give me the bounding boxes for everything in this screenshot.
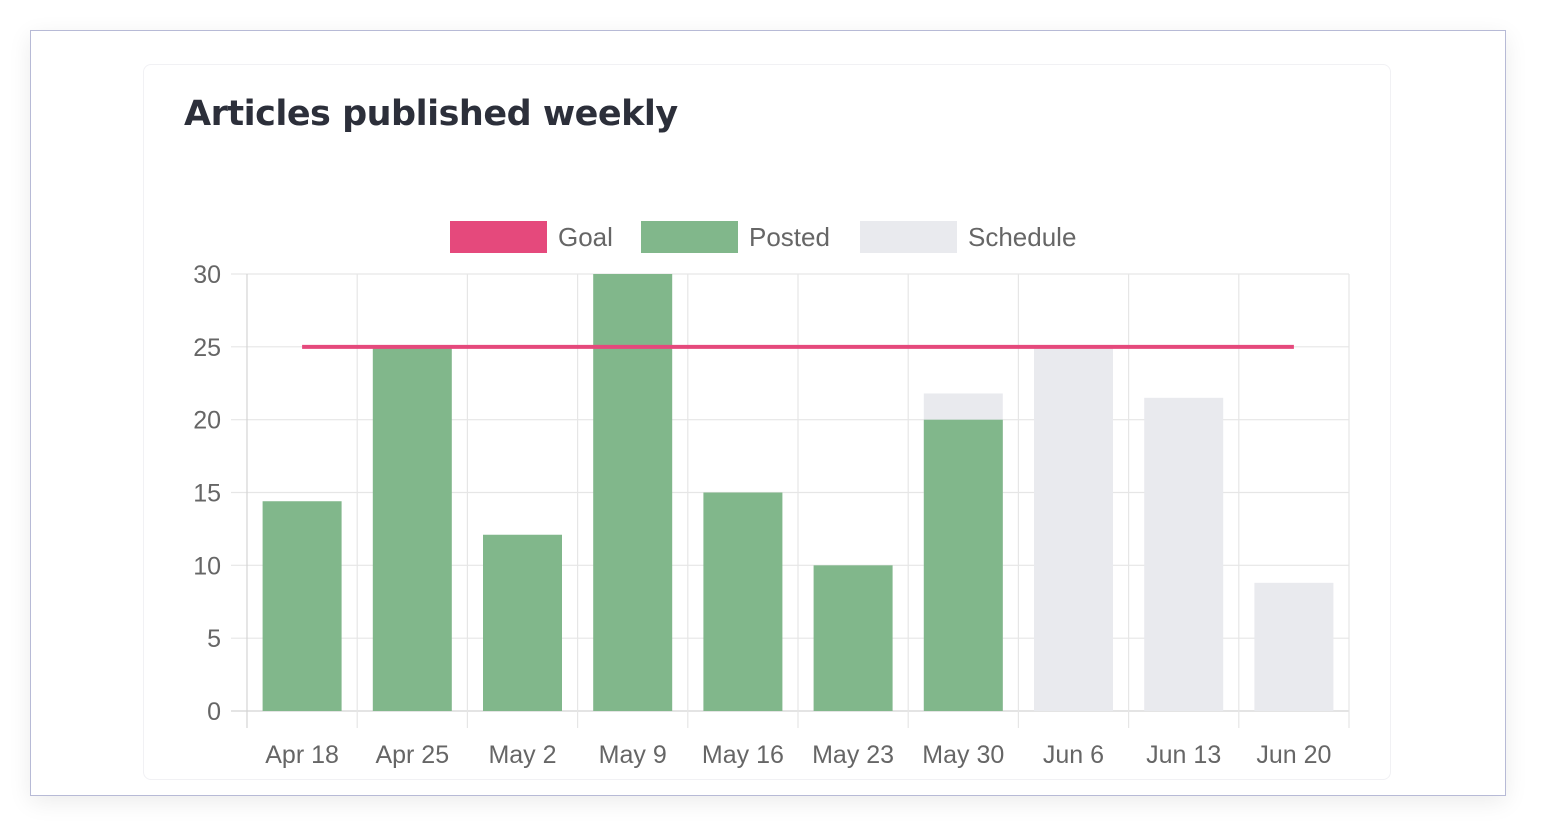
legend-goal[interactable]: Goal	[450, 221, 613, 253]
axis-layer: 0 5 10 15 20 25 30 Apr 18 Apr 25 May 2 May 9 May 16…	[193, 261, 1331, 769]
x-tick-label: May 30	[922, 741, 1004, 769]
y-tick-label: 25	[193, 334, 221, 362]
posted-bar	[593, 274, 673, 711]
bars-layer	[262, 274, 1334, 711]
schedule-bar	[1034, 346, 1113, 711]
x-tick-label: Jun 6	[1043, 741, 1104, 769]
posted-bar	[483, 534, 562, 711]
y-tick-label: 15	[193, 480, 221, 508]
x-tick-label: Apr 18	[265, 741, 339, 769]
x-tick-label: May 2	[488, 741, 556, 769]
y-tick-label: 10	[193, 552, 221, 580]
card-title: Articles published weekly	[184, 94, 678, 134]
legend-schedule-swatch	[860, 221, 957, 253]
y-tick-label: 30	[193, 261, 221, 289]
schedule-bar	[1144, 397, 1224, 711]
legend-schedule[interactable]: Schedule	[860, 221, 1076, 253]
x-tick-label: Jun 13	[1146, 741, 1221, 769]
posted-bar	[923, 419, 1003, 711]
legend-posted[interactable]: Posted	[641, 221, 830, 253]
schedule-bar	[1254, 582, 1334, 711]
legend[interactable]: Goal Posted Schedule	[450, 221, 1076, 253]
legend-goal-swatch	[450, 221, 547, 253]
posted-bar	[372, 346, 452, 711]
x-tick-label: Jun 20	[1256, 741, 1331, 769]
legend-posted-swatch	[641, 221, 738, 253]
x-tick-label: May 16	[702, 741, 784, 769]
legend-posted-text: Posted	[749, 222, 830, 252]
legend-goal-text: Goal	[558, 222, 613, 252]
y-tick-label: 0	[207, 698, 221, 726]
x-tick-label: May 23	[812, 741, 894, 769]
y-tick-label: 20	[193, 407, 221, 435]
posted-bar	[703, 492, 783, 711]
posted-bar	[262, 501, 342, 711]
x-tick-label: May 9	[599, 741, 667, 769]
legend-schedule-text: Schedule	[968, 222, 1076, 252]
y-tick-label: 5	[207, 625, 221, 653]
posted-bar	[813, 565, 893, 711]
x-tick-label: Apr 25	[375, 741, 449, 769]
